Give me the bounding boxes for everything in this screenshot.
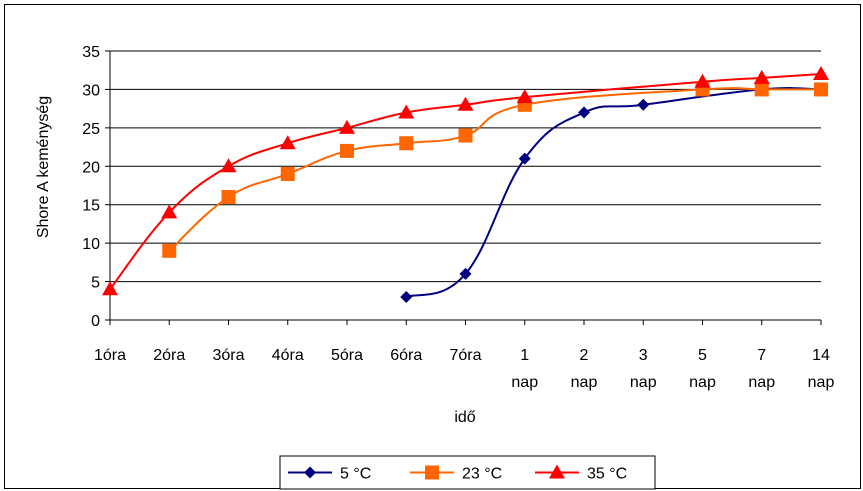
- data-point-2-11: [753, 69, 770, 84]
- data-point-2-6: [457, 96, 474, 111]
- x-tick-label: nap: [808, 374, 835, 391]
- x-tick-label: nap: [511, 374, 538, 391]
- data-point-2-2: [220, 158, 237, 173]
- x-tick-label: 4óra: [272, 347, 304, 364]
- legend-label-0: 5 °C: [340, 466, 371, 483]
- legend: 5 °C 23 °C 35 °C: [279, 455, 656, 490]
- x-tick-label: 1óra: [94, 347, 126, 364]
- y-tick-label: 35: [82, 44, 100, 61]
- x-axis-title: idő: [454, 409, 475, 426]
- legend-marker-0: [304, 466, 316, 479]
- legend-label-1: 23 °C: [462, 466, 502, 483]
- x-tick-label: 6óra: [390, 347, 422, 364]
- data-point-2-12: [813, 66, 829, 81]
- x-tick-label: 14: [812, 347, 830, 364]
- y-tick-label: 25: [82, 121, 100, 138]
- x-tick-label: 3óra: [212, 347, 244, 364]
- x-tick-label: 2: [580, 347, 589, 364]
- y-tick-label: 30: [82, 82, 100, 99]
- data-point-1-2: [221, 190, 236, 205]
- data-point-1-3: [280, 166, 295, 181]
- legend-label-2: 35 °C: [587, 466, 627, 483]
- y-axis-title: Shore A keménység: [35, 96, 52, 238]
- data-point-2-10: [694, 73, 711, 88]
- legend-marker-1: [425, 465, 439, 480]
- data-point-1-11: [754, 82, 769, 97]
- y-tick-label: 20: [82, 159, 100, 176]
- data-point-0-6: [459, 267, 472, 280]
- data-point-0-8: [578, 106, 590, 119]
- x-tick-label: nap: [571, 374, 598, 391]
- x-tick-label: nap: [630, 374, 657, 391]
- x-tick-label: 1: [520, 347, 529, 364]
- data-point-2-0: [102, 281, 118, 296]
- x-tick-label: 3: [639, 347, 648, 364]
- data-point-1-6: [458, 128, 473, 143]
- gridlines: [110, 50, 821, 283]
- y-tick-label: 10: [82, 236, 100, 253]
- x-tick-label: 7óra: [449, 347, 481, 364]
- data-point-2-3: [279, 135, 296, 150]
- y-tick-label: 5: [91, 275, 100, 292]
- data-point-1-5: [399, 136, 414, 151]
- data-point-0-5: [400, 290, 413, 303]
- data-point-0-9: [637, 98, 650, 111]
- x-tick-label: 5óra: [331, 347, 363, 364]
- series-line-1: [168, 87, 822, 252]
- x-tick-label: nap: [748, 374, 775, 391]
- legend-marker-2: [549, 464, 565, 479]
- data-point-2-1: [161, 204, 178, 219]
- data-point-1-4: [340, 143, 354, 158]
- x-tick-label: nap: [689, 374, 716, 391]
- data-point-2-4: [339, 119, 355, 134]
- series-line-0: [405, 87, 822, 298]
- series-line-2: [109, 73, 822, 290]
- x-tick-label: 7: [757, 347, 766, 364]
- axes: [105, 50, 822, 325]
- chart-frame: [4, 4, 861, 489]
- data-point-1-12: [814, 82, 828, 97]
- y-tick-label: 15: [82, 198, 100, 215]
- legend-box: [279, 455, 656, 490]
- data-point-0-7: [518, 152, 531, 165]
- data-point-2-7: [516, 89, 533, 104]
- y-tick-label: 0: [91, 313, 100, 330]
- series-markers: [102, 66, 829, 303]
- x-tick-label: 5: [698, 347, 707, 364]
- data-point-2-5: [398, 104, 415, 119]
- x-tick-label: 2óra: [153, 347, 185, 364]
- data-point-1-1: [162, 243, 177, 258]
